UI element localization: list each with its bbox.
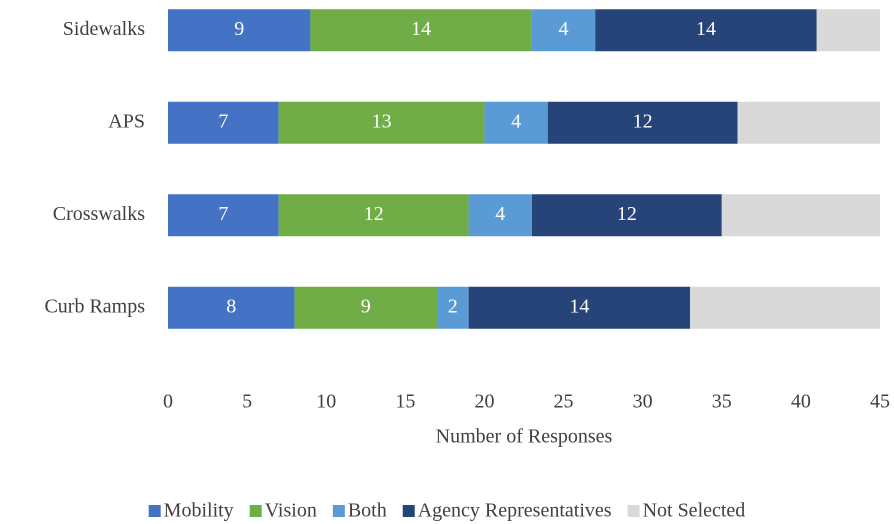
legend-swatch bbox=[332, 505, 345, 517]
value-label: 9 bbox=[361, 295, 371, 317]
x-tick-label: 25 bbox=[554, 391, 574, 413]
bar-segment bbox=[690, 286, 880, 329]
x-tick-label: 15 bbox=[395, 391, 415, 413]
bar-segment bbox=[547, 101, 738, 144]
y-tick-label: Sidewalks bbox=[63, 18, 145, 40]
value-label: 8 bbox=[226, 295, 236, 317]
bar-segment bbox=[468, 194, 532, 237]
legend-label: Both bbox=[348, 500, 387, 522]
bar-segment bbox=[168, 9, 311, 52]
value-label: 7 bbox=[218, 110, 228, 132]
legend-swatch bbox=[402, 505, 415, 517]
y-tick-label: Curb Ramps bbox=[44, 295, 145, 317]
value-label: 7 bbox=[218, 203, 228, 225]
value-label: 14 bbox=[569, 295, 589, 317]
bar-segment bbox=[531, 194, 722, 237]
value-label: 9 bbox=[234, 18, 244, 40]
x-tick-label: 45 bbox=[870, 391, 890, 413]
legend-label: Not Selected bbox=[643, 500, 746, 522]
bar-segment bbox=[278, 101, 485, 144]
bar-segment bbox=[737, 101, 880, 144]
value-label: 14 bbox=[411, 18, 431, 40]
value-label: 12 bbox=[364, 203, 384, 225]
value-label: 14 bbox=[696, 18, 716, 40]
x-tick-label: 40 bbox=[791, 391, 811, 413]
bar-segment bbox=[168, 194, 279, 237]
legend-label: Agency Representatives bbox=[418, 500, 612, 522]
x-tick-label: 10 bbox=[316, 391, 336, 413]
legend-swatch bbox=[148, 505, 161, 517]
bar-segment bbox=[721, 194, 880, 237]
value-label: 4 bbox=[559, 18, 569, 40]
x-tick-label: 0 bbox=[163, 391, 173, 413]
bar-segment bbox=[531, 9, 596, 52]
value-label: 12 bbox=[633, 110, 653, 132]
value-label: 12 bbox=[617, 203, 637, 225]
bar-segment bbox=[468, 286, 691, 329]
bar-segment bbox=[436, 286, 469, 329]
value-label: 13 bbox=[372, 110, 392, 132]
y-tick-label: Crosswalks bbox=[53, 203, 145, 225]
value-label: 4 bbox=[495, 203, 505, 225]
bar-segment bbox=[484, 101, 548, 144]
legend-swatch bbox=[627, 505, 640, 517]
legend-swatch bbox=[249, 505, 262, 517]
x-axis-title: Number of Responses bbox=[436, 426, 613, 448]
bar-segment bbox=[278, 194, 469, 237]
legend-label: Vision bbox=[265, 500, 317, 522]
bar-segment bbox=[294, 286, 437, 329]
bar-segment bbox=[595, 9, 817, 52]
bar-segment bbox=[816, 9, 880, 52]
legend-label: Mobility bbox=[164, 500, 234, 522]
value-label: 2 bbox=[448, 295, 458, 317]
bar-segment bbox=[168, 101, 279, 144]
x-tick-label: 20 bbox=[474, 391, 494, 413]
x-tick-label: 5 bbox=[242, 391, 252, 413]
x-tick-label: 30 bbox=[633, 391, 653, 413]
bar-segment bbox=[310, 9, 532, 52]
value-label: 4 bbox=[511, 110, 521, 132]
bar-segment bbox=[168, 286, 295, 329]
y-tick-label: APS bbox=[108, 110, 145, 132]
x-tick-label: 35 bbox=[712, 391, 732, 413]
